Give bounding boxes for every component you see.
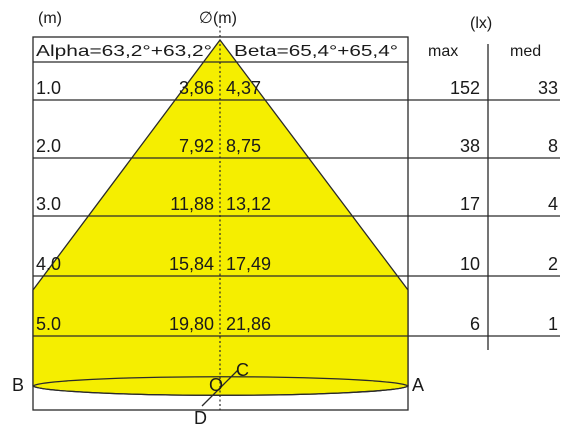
row-lux-med: 8 [548,136,558,156]
row-lux-med: 2 [548,254,558,274]
row-lux-med: 4 [548,194,558,214]
point-b-label: B [12,375,24,395]
point-o-label: O [209,375,223,395]
row-beta-diameter: 21,86 [226,314,271,334]
row-lux-max: 10 [460,254,480,274]
row-distance: 2.0 [36,136,61,156]
row-beta-diameter: 13,12 [226,194,271,214]
row-beta-diameter: 8,75 [226,136,261,156]
row-distance: 5.0 [36,314,61,334]
point-c-label: C [236,360,249,380]
row-lux-max: 17 [460,194,480,214]
med-column-header: med [510,43,541,60]
row-distance: 1.0 [36,78,61,98]
row-distance: 4.0 [36,254,61,274]
beta-label: Beta=65,4°+65,4° [234,43,398,60]
row-alpha-diameter: 11,88 [170,194,214,214]
row-lux-med: 33 [538,78,558,98]
center-unit-label: ∅(m) [199,10,237,27]
beam-base-ellipse [32,376,410,396]
row-lux-max: 38 [460,136,480,156]
cd-axis-line [201,369,239,407]
row-alpha-diameter: 7,92 [179,136,214,156]
row-alpha-diameter: 15,84 [169,254,214,274]
left-unit-label: (m) [38,10,62,27]
point-a-label: A [412,375,424,395]
lux-unit-label: (lx) [470,15,492,32]
max-column-header: max [428,43,458,60]
row-lux-max: 6 [470,314,480,334]
row-alpha-diameter: 3,86 [179,78,214,98]
row-lux-med: 1 [548,314,558,334]
alpha-label: Alpha=63,2°+63,2° [36,43,212,60]
row-alpha-diameter: 19,80 [169,314,214,334]
row-distance: 3.0 [36,194,61,214]
row-beta-diameter: 17,49 [226,254,271,274]
row-lux-max: 152 [450,78,480,98]
point-d-label: D [194,408,207,428]
row-beta-diameter: 4,37 [226,78,261,98]
